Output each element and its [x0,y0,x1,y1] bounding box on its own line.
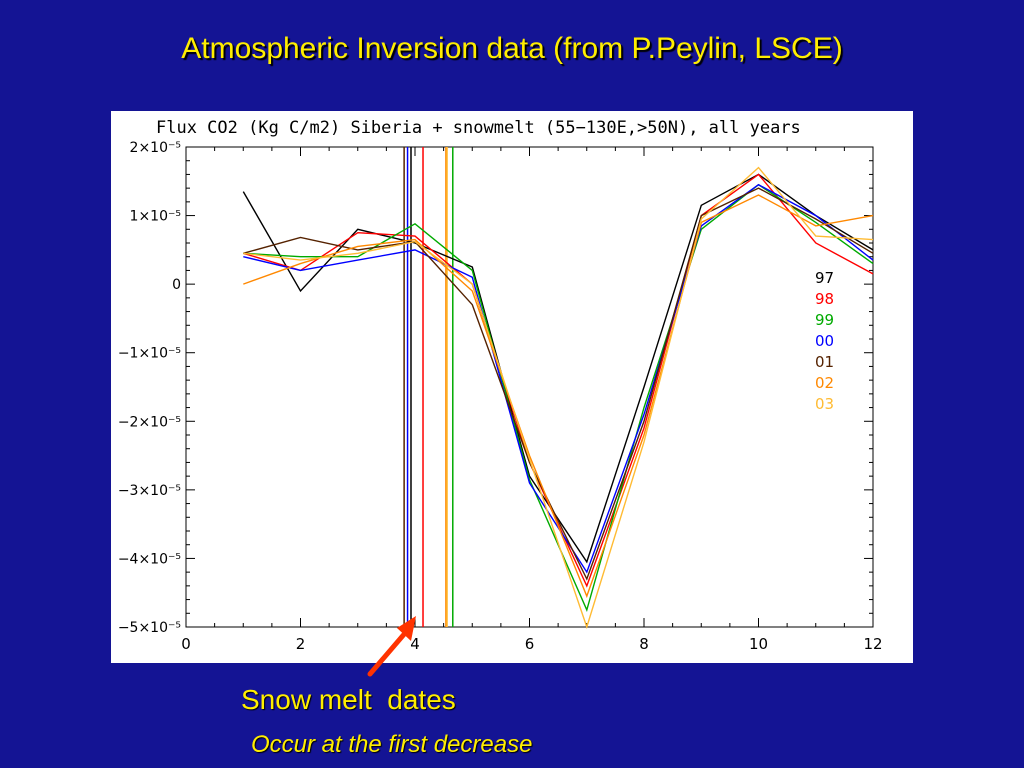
legend-entry-01: 01 [815,353,834,371]
y-tick-label: −2×10⁻⁵ [118,414,181,430]
y-tick-label: 1×10⁻⁵ [130,209,181,225]
series-line-03 [243,166,874,630]
axes: 0 2 4 6 8 10 122×10⁻⁵1×10⁻⁵0−1×10⁻⁵−2×10⁻⁵−3×1… [118,140,883,653]
slide-title: Atmospheric Inversion data (from P.Peyli… [181,32,843,65]
legend-entry-03: 03 [815,395,834,413]
x-tick-label: 0 [181,635,191,653]
y-tick-label: 2×10⁻⁵ [130,140,181,156]
x-tick-label: 12 [863,635,882,653]
legend-entry-00: 00 [815,332,834,350]
x-tick-label: 8 [639,635,649,653]
caption-first-decrease: Occur at the first decrease [251,731,533,758]
legend-entry-97: 97 [815,269,834,287]
snowmelt-lines [403,147,454,627]
chart-panel: Flux CO2 (Kg C/m2) Siberia + snowmelt (5… [111,111,913,663]
series-line-99 [243,183,874,612]
legend-entry-98: 98 [815,290,834,308]
series-line-00 [243,183,874,574]
y-tick-label: −3×10⁻⁵ [118,483,181,499]
y-tick-label: −4×10⁻⁵ [118,551,181,567]
caption-snow-melt-dates: Snow melt dates [241,684,456,715]
series-line-97 [242,173,874,564]
x-tick-label: 4 [410,635,420,653]
legend: 97 98 99 00 01 02 03 [815,269,834,413]
y-tick-label: −1×10⁻⁵ [118,346,181,362]
x-tick-label: 2 [296,635,306,653]
y-tick-label: −5×10⁻⁵ [118,620,181,636]
series-line-01 [243,187,874,581]
legend-entry-99: 99 [815,311,834,329]
chart-svg: Flux CO2 (Kg C/m2) Siberia + snowmelt (5… [118,118,883,653]
chart-title: Flux CO2 (Kg C/m2) Siberia + snowmelt (5… [156,118,801,138]
x-tick-label: 10 [749,635,768,653]
series-line-02 [243,194,874,599]
plot-frame [185,146,874,628]
legend-entry-02: 02 [815,374,834,392]
x-tick-label: 6 [525,635,535,653]
series-lines [242,166,874,630]
y-tick-label: 0 [172,277,181,293]
